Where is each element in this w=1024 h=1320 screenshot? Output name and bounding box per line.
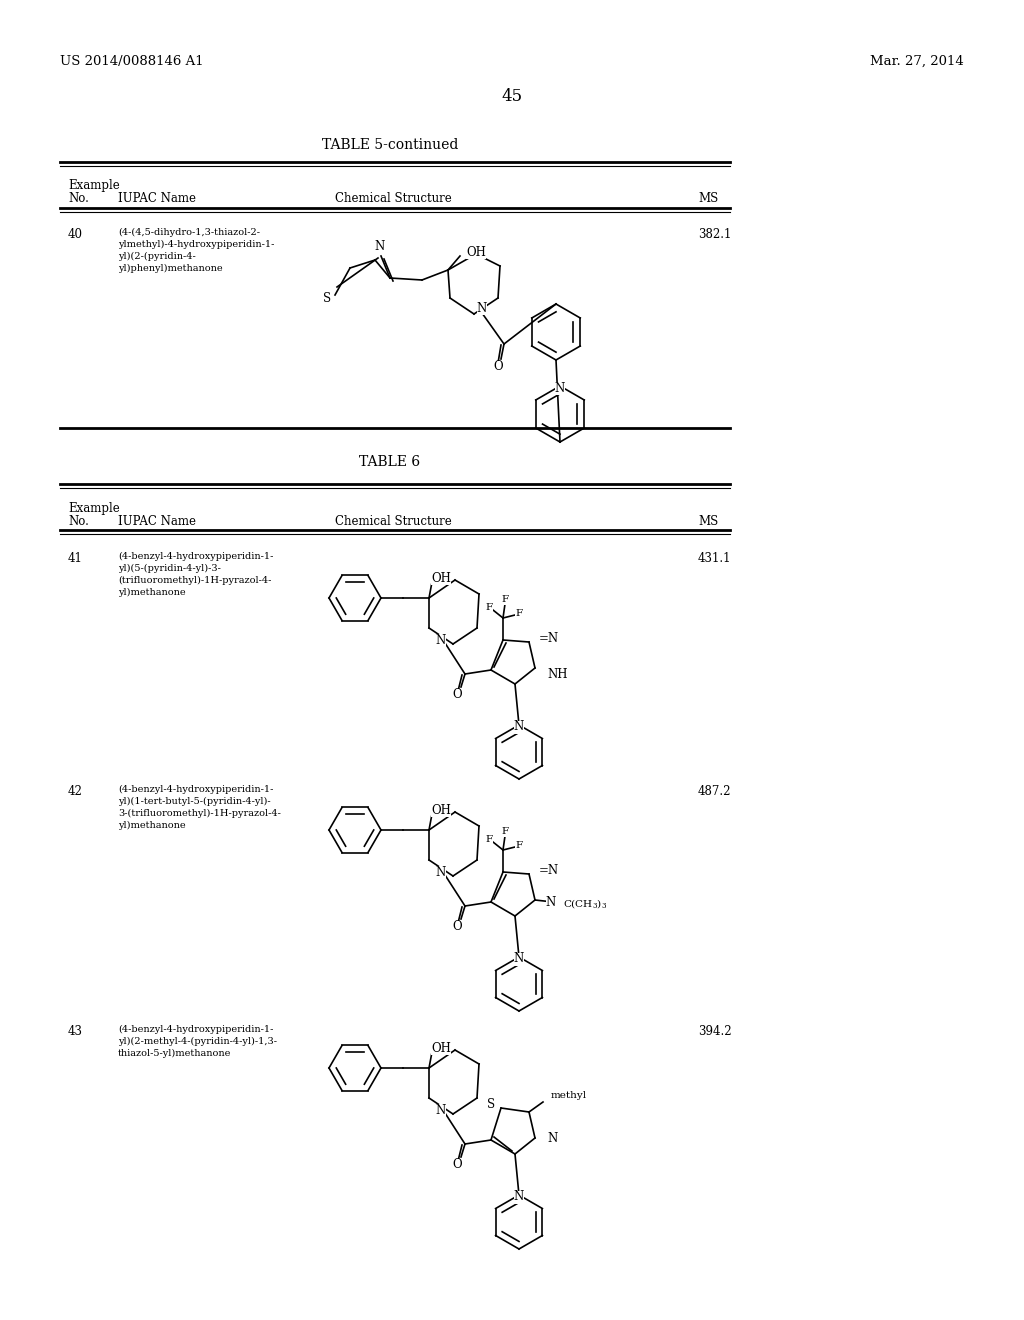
Text: NH: NH	[547, 668, 567, 681]
Text: OH: OH	[466, 246, 485, 259]
Text: 431.1: 431.1	[698, 552, 731, 565]
Text: =N: =N	[539, 863, 559, 876]
Text: N: N	[436, 1104, 446, 1117]
Text: TABLE 5-continued: TABLE 5-continued	[322, 139, 458, 152]
Text: S: S	[323, 293, 331, 305]
Text: F: F	[515, 610, 522, 619]
Text: MS: MS	[698, 191, 718, 205]
Text: MS: MS	[698, 515, 718, 528]
Text: 45: 45	[502, 88, 522, 106]
Text: (4-benzyl-4-hydroxypiperidin-1-
yl)(5-(pyridin-4-yl)-3-
(trifluoromethyl)-1H-pyr: (4-benzyl-4-hydroxypiperidin-1- yl)(5-(p…	[118, 552, 273, 597]
Text: Chemical Structure: Chemical Structure	[335, 191, 452, 205]
Text: N: N	[555, 381, 565, 395]
Text: 382.1: 382.1	[698, 228, 731, 242]
Text: N: N	[477, 301, 487, 314]
Text: $\mathregular{C(CH_3)_3}$: $\mathregular{C(CH_3)_3}$	[563, 898, 607, 911]
Text: No.: No.	[68, 515, 89, 528]
Text: No.: No.	[68, 191, 89, 205]
Text: F: F	[485, 603, 493, 612]
Text: Example: Example	[68, 180, 120, 191]
Text: (4-(4,5-dihydro-1,3-thiazol-2-
ylmethyl)-4-hydroxypiperidin-1-
yl)(2-(pyridin-4-: (4-(4,5-dihydro-1,3-thiazol-2- ylmethyl)…	[118, 228, 274, 273]
Text: S: S	[487, 1097, 495, 1110]
Text: N: N	[547, 1131, 557, 1144]
Text: OH: OH	[431, 1041, 451, 1055]
Text: N: N	[514, 953, 524, 965]
Text: F: F	[515, 842, 522, 850]
Text: methyl: methyl	[551, 1092, 587, 1101]
Text: 487.2: 487.2	[698, 785, 731, 799]
Text: F: F	[502, 828, 509, 837]
Text: O: O	[453, 920, 462, 933]
Text: 43: 43	[68, 1026, 83, 1038]
Text: (4-benzyl-4-hydroxypiperidin-1-
yl)(2-methyl-4-(pyridin-4-yl)-1,3-
thiazol-5-yl): (4-benzyl-4-hydroxypiperidin-1- yl)(2-me…	[118, 1026, 278, 1059]
Text: N: N	[514, 1191, 524, 1204]
Text: US 2014/0088146 A1: US 2014/0088146 A1	[60, 55, 204, 69]
Text: IUPAC Name: IUPAC Name	[118, 191, 196, 205]
Text: TABLE 6: TABLE 6	[359, 455, 421, 469]
Text: Chemical Structure: Chemical Structure	[335, 515, 452, 528]
Text: F: F	[502, 595, 509, 605]
Text: N: N	[514, 721, 524, 734]
Text: Example: Example	[68, 502, 120, 515]
Text: OH: OH	[431, 804, 451, 817]
Text: O: O	[453, 689, 462, 701]
Text: OH: OH	[431, 572, 451, 585]
Text: (4-benzyl-4-hydroxypiperidin-1-
yl)(1-tert-butyl-5-(pyridin-4-yl)-
3-(trifluorom: (4-benzyl-4-hydroxypiperidin-1- yl)(1-te…	[118, 785, 281, 830]
Text: O: O	[453, 1159, 462, 1172]
Text: 42: 42	[68, 785, 83, 799]
Text: F: F	[485, 836, 493, 845]
Text: 394.2: 394.2	[698, 1026, 731, 1038]
Text: Mar. 27, 2014: Mar. 27, 2014	[870, 55, 964, 69]
Text: N: N	[436, 866, 446, 879]
Text: N: N	[375, 239, 385, 252]
Text: N: N	[436, 634, 446, 647]
Text: O: O	[494, 360, 503, 374]
Text: 40: 40	[68, 228, 83, 242]
Text: =N: =N	[539, 631, 559, 644]
Text: Z: Z	[547, 1131, 555, 1144]
Text: N: N	[546, 895, 556, 908]
Text: IUPAC Name: IUPAC Name	[118, 515, 196, 528]
Text: 41: 41	[68, 552, 83, 565]
